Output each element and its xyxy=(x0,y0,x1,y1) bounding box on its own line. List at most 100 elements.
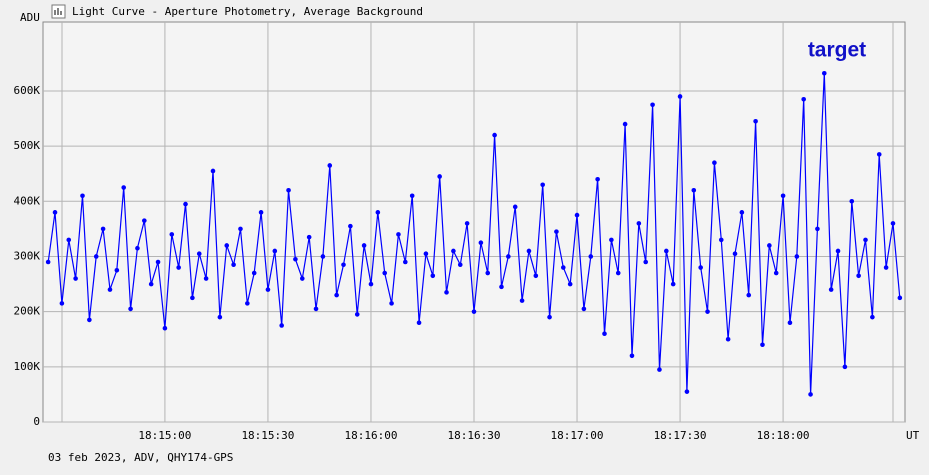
data-point xyxy=(286,187,291,193)
data-point xyxy=(725,336,731,342)
data-point xyxy=(66,237,72,243)
data-point xyxy=(664,248,669,254)
x-tick-label: 18:18:00 xyxy=(757,429,810,442)
data-point xyxy=(808,392,813,397)
data-point xyxy=(533,273,539,279)
data-point xyxy=(773,270,779,276)
data-point xyxy=(705,309,710,314)
data-point xyxy=(169,232,175,237)
data-point xyxy=(135,245,140,251)
data-point xyxy=(588,254,594,259)
data-point xyxy=(375,210,381,215)
data-point xyxy=(698,265,703,270)
data-point xyxy=(45,259,51,265)
data-point xyxy=(231,262,236,268)
data-point xyxy=(121,185,127,190)
y-tick-label: 500K xyxy=(14,139,41,152)
data-point xyxy=(567,281,573,287)
data-point xyxy=(59,301,65,306)
data-point xyxy=(128,306,133,312)
data-point xyxy=(595,176,600,182)
data-point xyxy=(272,248,278,254)
data-point xyxy=(368,281,374,287)
data-point xyxy=(526,248,532,254)
data-point xyxy=(547,314,552,320)
data-point xyxy=(609,237,614,243)
data-point xyxy=(670,281,676,287)
data-point xyxy=(403,259,408,265)
data-point xyxy=(437,174,442,179)
data-point xyxy=(389,301,394,306)
data-point xyxy=(196,251,202,257)
data-point xyxy=(876,152,882,157)
data-point xyxy=(217,314,223,320)
data-point xyxy=(293,256,298,262)
data-point xyxy=(691,187,697,193)
data-point xyxy=(258,210,264,215)
data-point xyxy=(849,199,855,204)
data-point xyxy=(842,364,848,370)
data-point xyxy=(464,221,470,226)
data-point xyxy=(107,287,113,292)
data-point xyxy=(251,270,257,276)
data-point xyxy=(615,270,621,276)
data-point xyxy=(245,301,250,306)
data-point xyxy=(657,367,662,372)
x-tick-label: 18:16:00 xyxy=(344,429,397,442)
data-point xyxy=(238,226,243,232)
data-point xyxy=(835,248,841,254)
x-axis-label: UT xyxy=(906,429,920,442)
y-tick-label: 100K xyxy=(14,360,41,373)
data-point xyxy=(348,223,353,229)
data-point xyxy=(416,320,422,325)
data-point xyxy=(162,325,168,331)
data-point xyxy=(100,226,106,232)
y-tick-label: 200K xyxy=(14,305,41,318)
data-point xyxy=(306,234,312,240)
annotation: target xyxy=(808,39,866,62)
data-point xyxy=(485,270,491,276)
y-axis-label: ADU xyxy=(20,11,40,24)
data-point xyxy=(327,163,333,168)
data-point xyxy=(409,193,415,199)
x-tick-label: 18:15:30 xyxy=(241,429,294,442)
data-point xyxy=(93,254,99,259)
y-tick-label: 400K xyxy=(14,194,41,207)
data-point xyxy=(897,295,903,301)
data-point xyxy=(190,295,195,301)
data-point xyxy=(760,342,765,348)
data-point xyxy=(863,237,868,243)
data-point xyxy=(334,292,339,298)
data-point xyxy=(718,237,724,243)
data-point xyxy=(492,132,497,138)
y-tick-label: 300K xyxy=(14,249,41,262)
data-point xyxy=(52,210,58,215)
data-point xyxy=(320,254,326,259)
data-point xyxy=(87,317,92,323)
data-point xyxy=(155,259,161,265)
data-point xyxy=(354,312,360,317)
x-tick-label: 18:15:00 xyxy=(138,429,191,442)
data-point xyxy=(883,265,889,270)
data-point xyxy=(299,276,305,281)
y-tick-label: 0 xyxy=(33,415,40,428)
data-point xyxy=(801,96,806,102)
x-tick-label: 18:16:30 xyxy=(448,429,501,442)
data-point xyxy=(430,273,436,279)
data-point xyxy=(265,287,271,292)
data-point xyxy=(815,226,820,232)
data-point xyxy=(224,243,230,248)
data-point xyxy=(176,265,181,270)
data-point xyxy=(677,94,683,99)
chart-title: Light Curve - Aperture Photometry, Avera… xyxy=(72,5,423,18)
data-point xyxy=(183,201,188,207)
data-point xyxy=(684,389,690,394)
data-point xyxy=(767,243,772,248)
data-point xyxy=(746,292,752,298)
data-point xyxy=(142,218,147,223)
data-point xyxy=(73,276,78,281)
y-tick-label: 600K xyxy=(14,84,41,97)
data-point xyxy=(581,306,587,312)
data-point xyxy=(444,290,449,295)
